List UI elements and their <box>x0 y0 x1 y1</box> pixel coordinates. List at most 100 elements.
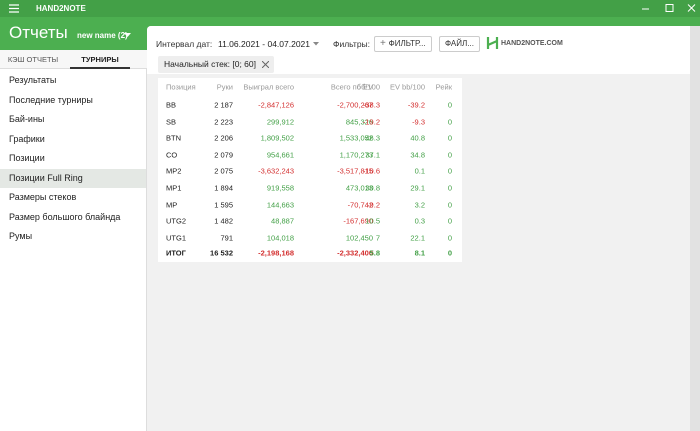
table-cell: 1 482 <box>214 216 233 226</box>
scrollbar <box>690 26 700 431</box>
sidebar-item[interactable]: Румы <box>9 231 33 241</box>
table-cell: 30.8 <box>365 183 380 193</box>
total-cell: 16 532 <box>210 248 233 258</box>
total-cell: 5.8 <box>369 248 380 258</box>
table-cell: 473,013 <box>345 183 373 193</box>
table-cell: 37.1 <box>365 150 380 160</box>
table-cell: -10.6 <box>362 166 380 176</box>
sidebar-item[interactable]: Бай-ины <box>9 114 45 124</box>
sidebar-item[interactable]: Размер большого блайнда <box>9 211 121 222</box>
add-filter-text: ФИЛЬТР... <box>388 39 426 48</box>
table-cell: 2 223 <box>214 117 233 127</box>
sidebar-item[interactable]: Последние турниры <box>9 94 93 105</box>
logo-icon <box>486 37 499 49</box>
table-cell: UTG2 <box>166 216 187 226</box>
window-controls[interactable] <box>640 3 698 14</box>
table-cell: CO <box>166 150 178 160</box>
total-cell: 0 <box>447 248 452 258</box>
table-cell: 2 079 <box>214 150 233 160</box>
table-cell: 1,170,273 <box>339 150 373 160</box>
table-cell: SB <box>166 117 177 127</box>
sidebar-item[interactable]: Позиции Full Ring <box>0 168 146 188</box>
table-cell: 1,533,052 <box>339 133 373 143</box>
table-cell: 2 187 <box>214 100 233 110</box>
menu-icon[interactable] <box>9 4 19 13</box>
table-cell: 3.2 <box>414 200 425 210</box>
column-header: Позиция <box>166 82 196 92</box>
table-cell: BTN <box>166 133 181 143</box>
table-cell: -38.3 <box>362 100 380 110</box>
table-cell: 7 <box>375 233 380 243</box>
table-cell: 0 <box>447 150 452 160</box>
table-cell: 954,661 <box>266 150 294 160</box>
total-cell: -2,198,168 <box>258 248 294 258</box>
table-cell: -19.2 <box>362 117 380 127</box>
table-cell: 2 075 <box>214 166 233 176</box>
sidebar-item[interactable]: Позиции <box>9 153 45 163</box>
table-cell: 0.1 <box>414 166 425 176</box>
table-cell: 104,018 <box>266 233 294 243</box>
sidebar-item[interactable]: Размеры стеков <box>9 192 77 202</box>
table-cell: 22.1 <box>410 233 425 243</box>
table-cell: 299,912 <box>266 117 294 127</box>
table-cell: 0 <box>447 117 452 127</box>
date-arrow <box>313 42 319 46</box>
table-cell: MP <box>166 200 178 210</box>
tab[interactable]: ТУРНИРЫ <box>70 50 130 69</box>
column-header: Руки <box>216 82 233 92</box>
table-cell: 102,450 <box>345 233 373 243</box>
table-cell: 0.3 <box>414 216 425 226</box>
column-header: Рейк <box>435 82 452 92</box>
table-cell: 0 <box>447 133 452 143</box>
table-cell: 10.5 <box>365 216 380 226</box>
sidebar-item[interactable]: Результаты <box>9 75 57 85</box>
table-cell: 144,663 <box>266 200 294 210</box>
table-cell: -70,742 <box>347 200 373 210</box>
sidebar: Результаты Последние турниры Бай-ины График… <box>0 69 147 431</box>
table-cell: 0 <box>447 216 452 226</box>
table-cell: 0 <box>447 183 452 193</box>
table-cell: 34.8 <box>410 150 425 160</box>
table-cell: 46.3 <box>365 133 380 143</box>
table-cell: UTG1 <box>166 233 187 243</box>
table-cell: 40.8 <box>410 133 425 143</box>
date-range[interactable]: 11.06.2021 - 04.07.2021 <box>218 39 311 49</box>
table-cell: -167,690 <box>343 216 373 226</box>
table-cell: 29.1 <box>410 183 425 193</box>
table-cell: 2 206 <box>214 133 233 143</box>
profile-select[interactable]: new name (2) <box>77 31 128 40</box>
table-cell: 791 <box>220 233 233 243</box>
table-cell: -3,632,243 <box>258 166 294 176</box>
total-cell: -2,332,400 <box>337 248 373 258</box>
table-cell: 1 595 <box>214 200 233 210</box>
file-button[interactable]: ФАЙЛ... <box>439 36 480 52</box>
add-filter-button[interactable]: + ФИЛЬТР... <box>374 36 432 52</box>
table-cell: 48,887 <box>271 216 294 226</box>
title-bar: HAND2NOTE <box>0 0 700 17</box>
table-cell: MP2 <box>166 166 182 176</box>
table-cell: 1,809,502 <box>260 133 294 143</box>
table-cell: 1 894 <box>214 183 233 193</box>
filters-label: Фильтры: <box>333 39 371 49</box>
table-cell: 0 <box>447 100 452 110</box>
table-cell: MP1 <box>166 183 182 193</box>
table-cell: 845,326 <box>345 117 373 127</box>
file-text: ФАЙЛ... <box>445 39 474 48</box>
logo-text: HAND2NOTE.COM <box>501 40 563 47</box>
total-cell: 8.1 <box>414 248 425 258</box>
filter-chip[interactable]: Начальный стек: [0; 60] <box>158 56 274 73</box>
column-header: Всего по EV <box>330 82 373 92</box>
chip-text: Начальный стек: [0; 60] <box>164 59 256 69</box>
table-cell: 0 <box>447 166 452 176</box>
table-cell: 0 <box>447 233 452 243</box>
chip-close[interactable] <box>261 61 269 68</box>
table-cell: BB <box>166 100 177 110</box>
tab[interactable]: КЭШ ОТЧЕТЫ <box>7 55 59 64</box>
column-header: Выиграл всего <box>243 82 294 92</box>
table-cell: 0 <box>447 200 452 210</box>
table-cell: -3,517,815 <box>337 166 373 176</box>
total-cell: ИТОГ <box>166 248 186 258</box>
app-title: HAND2NOTE <box>36 4 86 13</box>
sidebar-item[interactable]: Графики <box>9 133 45 144</box>
